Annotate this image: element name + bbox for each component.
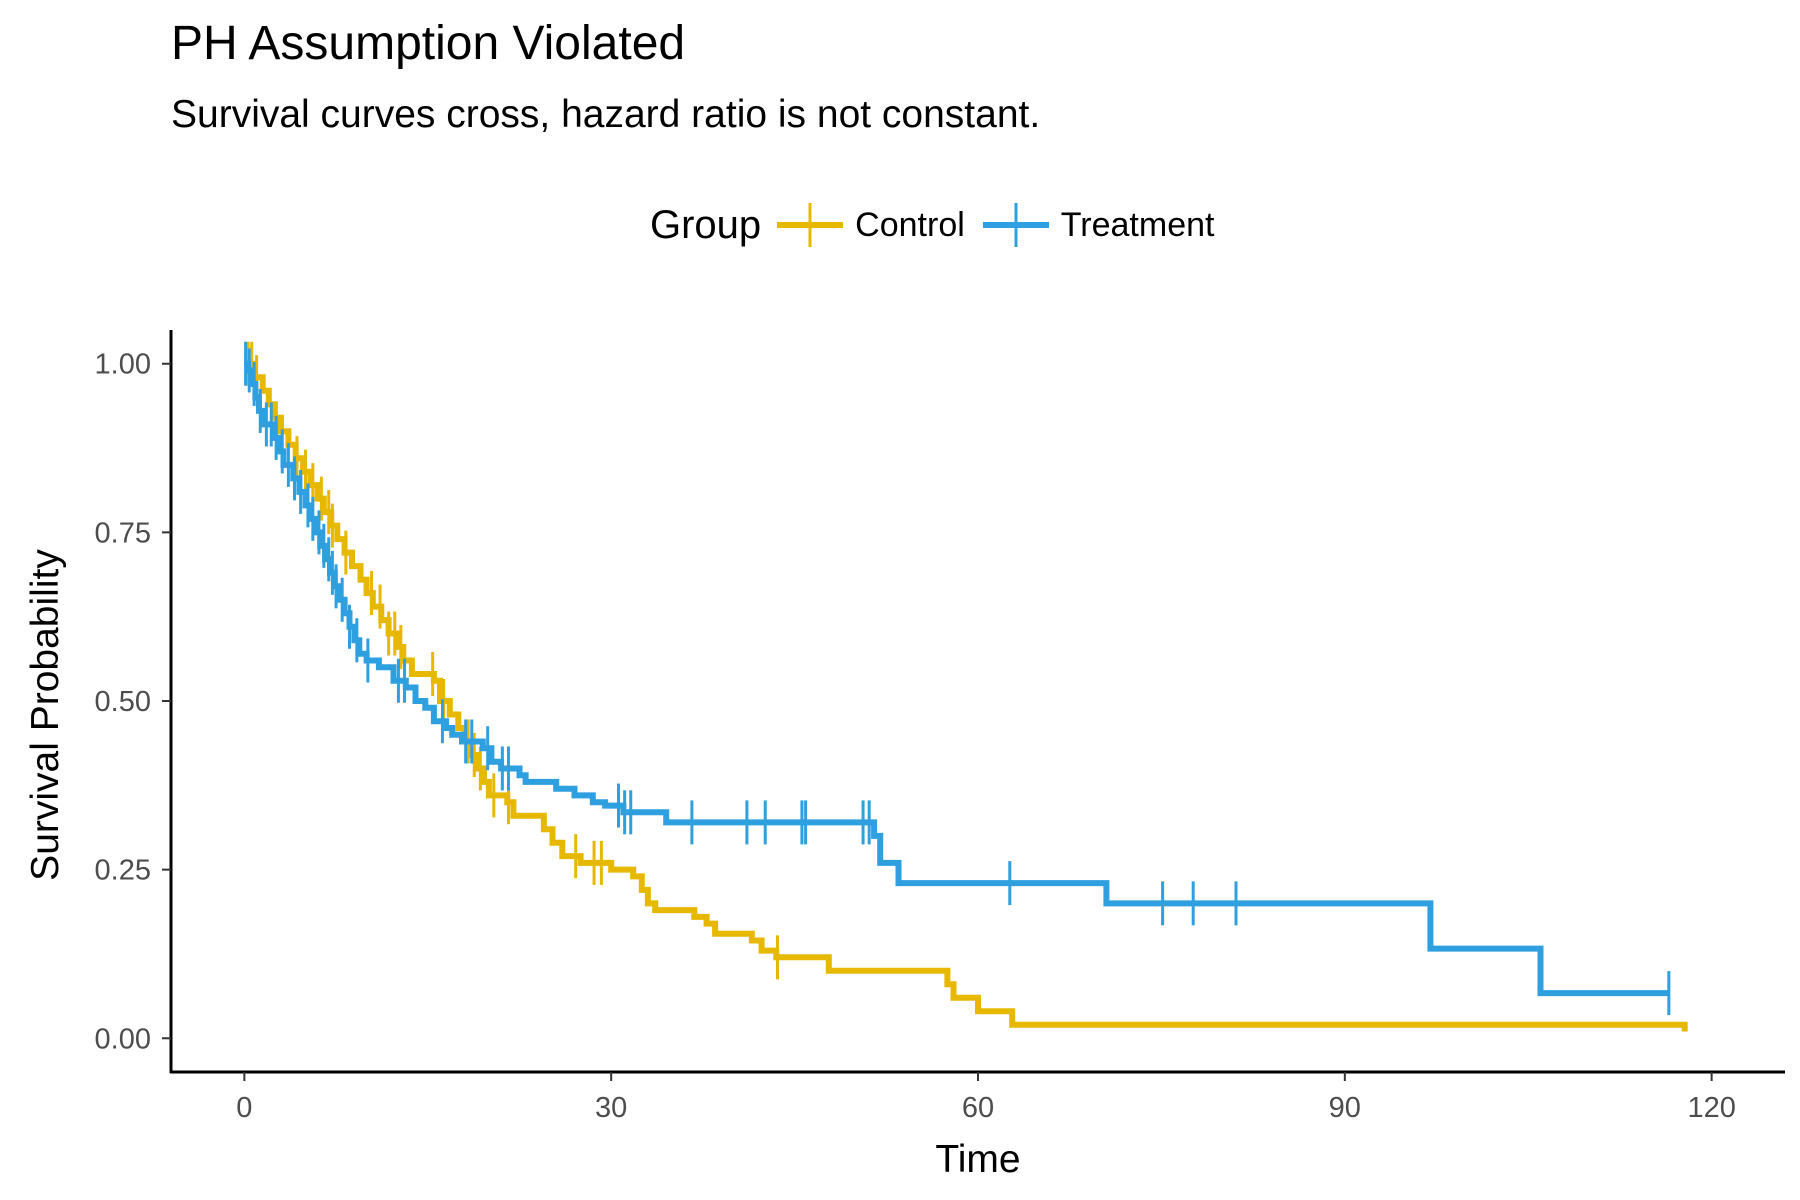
- y-axis-title: Survival Probability: [24, 549, 67, 881]
- axes-layer: 0 30 60 90 120 0.00 0.25 0.50 0.75 1.00: [95, 330, 1785, 1124]
- y-tick-label: 0.25: [95, 855, 151, 887]
- x-axis-title: Time: [935, 1138, 1020, 1181]
- y-tick-label: 0.75: [95, 517, 151, 549]
- series-line-control: [244, 360, 1688, 1032]
- legend-item-control: Control: [775, 195, 965, 255]
- series-line-treatment: [244, 360, 1669, 997]
- legend-label-control: Control: [855, 205, 965, 244]
- legend-item-treatment: Treatment: [981, 195, 1215, 255]
- legend-title: Group: [650, 202, 762, 247]
- legend-key-treatment: [982, 203, 1049, 247]
- legend: Group Control Treatment: [650, 195, 1230, 255]
- x-tick-label: 0: [236, 1092, 252, 1124]
- x-tick-label: 120: [1687, 1092, 1735, 1124]
- curves-layer: [244, 341, 1688, 1032]
- y-tick-label: 1.00: [95, 349, 151, 381]
- x-tick-label: 30: [595, 1092, 627, 1124]
- legend-label-treatment: Treatment: [1060, 205, 1215, 244]
- x-tick-label: 60: [962, 1092, 994, 1124]
- y-tick-label: 0.50: [95, 686, 151, 718]
- x-tick-label: 90: [1329, 1092, 1361, 1124]
- y-tick-label: 0.00: [95, 1023, 151, 1055]
- chart-subtitle: Survival curves cross, hazard ratio is n…: [171, 93, 1041, 136]
- chart-title: PH Assumption Violated: [171, 17, 686, 70]
- legend-key-control: [777, 203, 844, 247]
